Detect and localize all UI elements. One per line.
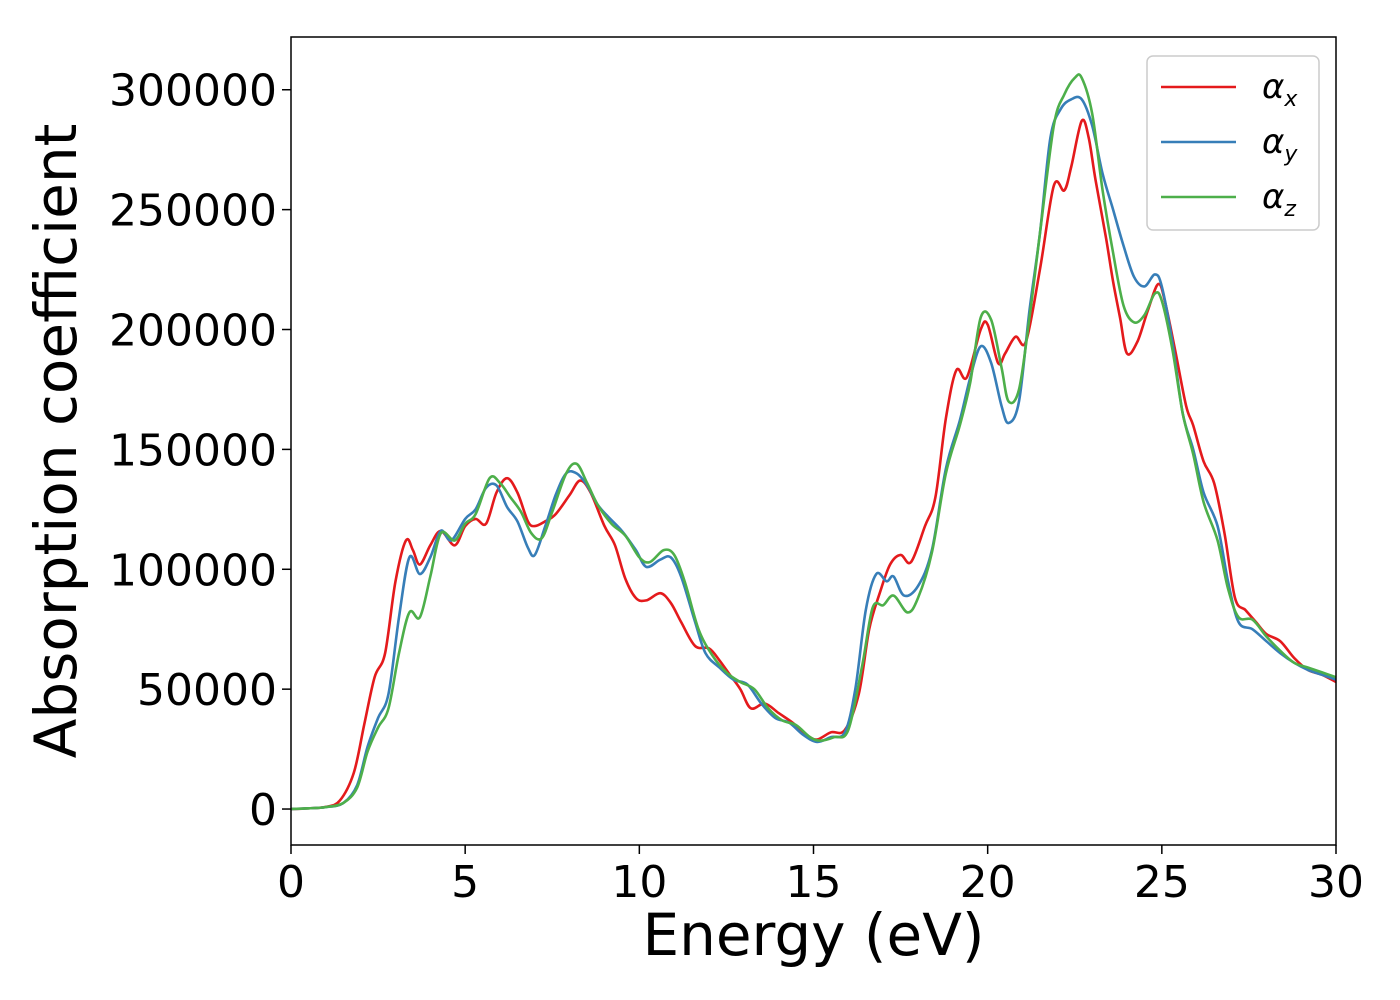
series-line-alpha-x: [290, 118, 1337, 811]
legend-label-alpha-x: αx: [1262, 67, 1298, 112]
legend-label-subscript: z: [1283, 197, 1296, 222]
y-tick-label: 50000: [137, 665, 277, 716]
y-tick-label: 0: [249, 785, 277, 836]
x-axis-title: Energy (eV): [642, 901, 984, 969]
x-tick-label: 20: [960, 857, 1016, 908]
y-tick-label: 150000: [109, 425, 277, 476]
x-tick-label: 15: [786, 857, 842, 908]
legend-label-alpha-y: αy: [1262, 122, 1298, 167]
y-tick-label: 300000: [109, 66, 277, 117]
legend-label-alpha-z: αz: [1262, 177, 1296, 222]
y-tick-label: 250000: [109, 186, 277, 237]
legend-label-symbol: α: [1262, 67, 1284, 107]
x-tick-label: 30: [1308, 857, 1364, 908]
legend-label-symbol: α: [1262, 177, 1284, 217]
x-tick-label: 0: [277, 857, 305, 908]
legend-label-subscript: x: [1283, 87, 1298, 112]
legend-label-subscript: y: [1283, 142, 1298, 167]
y-tick-label: 200000: [109, 306, 277, 357]
y-axis-title: Absorption coefficient: [22, 124, 90, 759]
x-tick-label: 5: [451, 857, 479, 908]
x-axis-ticks: 0 5 10 15 20 25 30: [277, 845, 1364, 908]
y-tick-label: 100000: [109, 545, 277, 596]
series-line-alpha-z: [290, 73, 1337, 811]
x-tick-label: 25: [1134, 857, 1190, 908]
y-axis-ticks: 0 50000 100000 150000 200000 250000 300000: [109, 66, 291, 836]
series-layer: [290, 73, 1337, 811]
x-tick-label: 10: [611, 857, 667, 908]
legend-label-symbol: α: [1262, 122, 1284, 162]
